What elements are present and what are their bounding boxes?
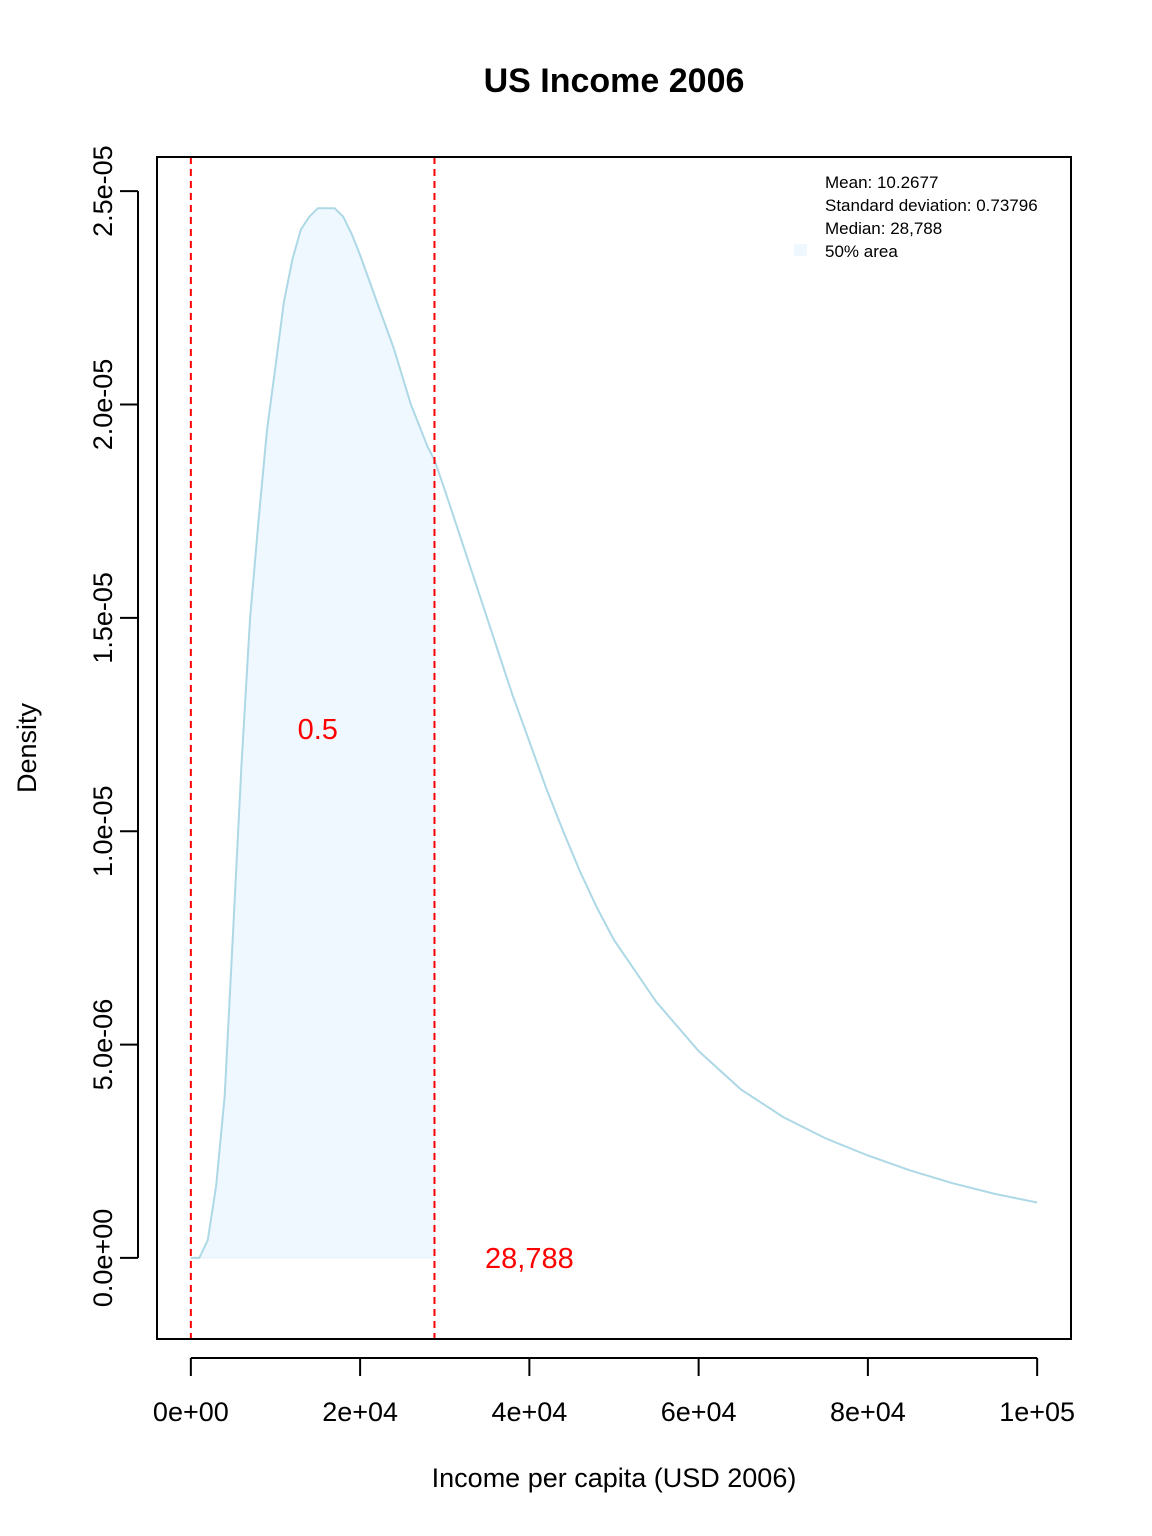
chart-title: US Income 2006	[484, 62, 745, 100]
x-tick-label: 1e+05	[999, 1397, 1075, 1427]
y-tick-label: 5.0e-06	[88, 999, 118, 1091]
legend-item-area: 50% area	[825, 242, 898, 261]
x-axis-label: Income per capita (USD 2006)	[432, 1463, 797, 1493]
legend-item-median: Median: 28,788	[825, 219, 942, 238]
median-annotation: 28,788	[485, 1243, 574, 1275]
area-annotation: 0.5	[298, 714, 338, 746]
legend-item-sd: Standard deviation: 0.73796	[825, 196, 1038, 215]
legend: Mean: 10.2677 Standard deviation: 0.7379…	[794, 173, 1038, 261]
y-tick-label: 0.0e+00	[88, 1209, 118, 1307]
y-tick-label: 1.0e-05	[88, 785, 118, 877]
x-tick-label: 8e+04	[830, 1397, 906, 1427]
x-tick-label: 2e+04	[322, 1397, 398, 1427]
legend-item-mean: Mean: 10.2677	[825, 173, 938, 192]
x-tick-label: 4e+04	[491, 1397, 567, 1427]
x-tick-label: 0e+00	[153, 1397, 229, 1427]
x-tick-label: 6e+04	[661, 1397, 737, 1427]
y-tick-label: 2.0e-05	[88, 359, 118, 451]
legend-swatch-50-area	[794, 244, 807, 256]
y-tick-label: 1.5e-05	[88, 572, 118, 664]
plot-frame	[156, 156, 1072, 1340]
plot-layer: 0.5 28,788	[189, 157, 1038, 1339]
y-axis: 0.0e+00 5.0e-06 1.0e-05 1.5e-05 2.0e-05 2.5e-…	[88, 145, 139, 1307]
density-curve	[190, 207, 1038, 1259]
x-axis: 0e+00 2e+04 4e+04 6e+04 8e+04 1e+05	[153, 1357, 1075, 1427]
y-axis-label: Density	[12, 702, 42, 793]
y-tick-label: 2.5e-05	[88, 145, 118, 237]
